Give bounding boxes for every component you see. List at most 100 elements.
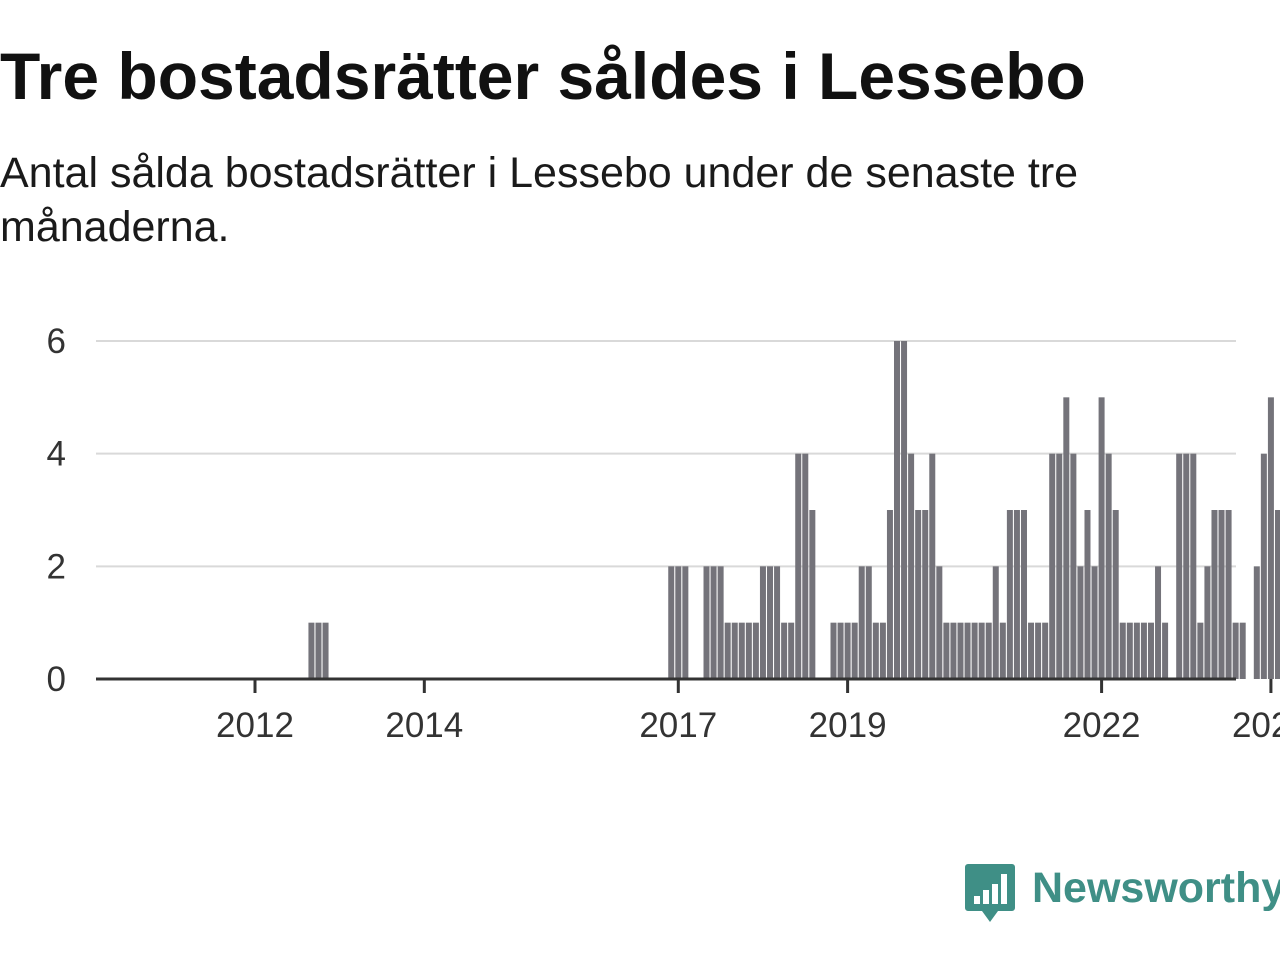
bar xyxy=(1176,453,1183,679)
y-tick-label: 0 xyxy=(47,660,66,699)
bar xyxy=(1162,622,1169,679)
bar xyxy=(1063,397,1070,679)
brand-name: Newsworthy xyxy=(1032,864,1280,912)
bar xyxy=(724,622,731,679)
bar xyxy=(308,622,315,679)
grid-lines xyxy=(96,340,1236,568)
bar xyxy=(1232,622,1239,679)
labels: 02463201220142017201920222024 xyxy=(47,322,1280,745)
bar xyxy=(322,622,329,679)
bar xyxy=(809,510,816,679)
bar xyxy=(738,622,745,679)
bar xyxy=(1098,397,1105,679)
x-tick-label: 2022 xyxy=(1063,706,1141,745)
bar xyxy=(1155,566,1162,679)
x-tick-label: 2014 xyxy=(385,706,463,745)
bar xyxy=(865,566,872,679)
bar xyxy=(703,566,710,679)
chart-subtitle: Antal sålda bostadsrätter i Lessebo unde… xyxy=(0,149,1079,251)
bar xyxy=(1020,510,1027,679)
chart-title: Tre bostadsrätter såldes i Lessebo xyxy=(0,39,1086,113)
bar xyxy=(985,622,992,679)
bar xyxy=(717,566,724,679)
bar xyxy=(879,622,886,679)
brand-logo: Newsworthy xyxy=(964,862,1280,926)
bar xyxy=(745,622,752,679)
bar xyxy=(1204,566,1211,679)
x-tick-label: 2012 xyxy=(216,706,294,745)
bar xyxy=(731,622,738,679)
bar xyxy=(1183,453,1190,679)
bar xyxy=(1267,397,1274,679)
bar xyxy=(1105,453,1112,679)
axes xyxy=(96,677,1273,693)
bar xyxy=(1218,510,1225,679)
bar xyxy=(915,510,922,679)
bar xyxy=(837,622,844,679)
bar xyxy=(978,622,985,679)
y-tick-label: 6 xyxy=(47,322,66,361)
x-tick-label: 2019 xyxy=(809,706,887,745)
bar xyxy=(830,622,837,679)
bar xyxy=(795,453,802,679)
bar xyxy=(1126,622,1133,679)
bar xyxy=(950,622,957,679)
bar xyxy=(752,622,759,679)
bar xyxy=(908,453,915,679)
bar xyxy=(1042,622,1049,679)
bar xyxy=(872,622,879,679)
newsworthy-logo-icon xyxy=(965,864,1015,922)
bar xyxy=(315,622,322,679)
bar xyxy=(851,622,858,679)
bar xyxy=(1225,510,1232,679)
bar xyxy=(802,453,809,679)
x-tick-label: 2024 xyxy=(1232,706,1280,745)
bar xyxy=(1091,566,1098,679)
bar xyxy=(1190,453,1197,679)
bar xyxy=(1140,622,1147,679)
bar xyxy=(767,566,774,679)
bar xyxy=(1013,510,1020,679)
bar xyxy=(1197,622,1204,679)
bar xyxy=(886,510,893,679)
bar-chart: 02463201220142017201920222024 xyxy=(47,322,1280,745)
bar xyxy=(1056,453,1063,679)
bar xyxy=(1147,622,1154,679)
bar xyxy=(1049,453,1056,679)
bar xyxy=(936,566,943,679)
bar xyxy=(858,566,865,679)
bar xyxy=(929,453,936,679)
bar xyxy=(682,566,689,679)
bar xyxy=(759,566,766,679)
bar xyxy=(943,622,950,679)
bar xyxy=(1077,566,1084,679)
bar xyxy=(999,622,1006,679)
bar xyxy=(1119,622,1126,679)
bar xyxy=(1274,510,1280,679)
bar xyxy=(971,622,978,679)
bar xyxy=(1211,510,1218,679)
bars xyxy=(308,341,1280,679)
bar xyxy=(1112,510,1119,679)
bar xyxy=(781,622,788,679)
bar xyxy=(894,341,900,679)
bar xyxy=(1260,453,1267,679)
bar xyxy=(1239,622,1246,679)
bar xyxy=(1253,566,1260,679)
bar xyxy=(1006,510,1013,679)
bar xyxy=(774,566,781,679)
bar xyxy=(992,566,999,679)
bar xyxy=(1084,510,1091,679)
bar xyxy=(668,566,675,679)
bar xyxy=(1035,622,1042,679)
bar xyxy=(1028,622,1035,679)
bar xyxy=(675,566,682,679)
bar xyxy=(1133,622,1140,679)
bar xyxy=(901,341,908,679)
bar xyxy=(710,566,717,679)
bar xyxy=(922,510,929,679)
y-tick-label: 2 xyxy=(47,547,66,586)
bar xyxy=(844,622,851,679)
bar xyxy=(957,622,964,679)
x-tick-label: 2017 xyxy=(639,706,717,745)
